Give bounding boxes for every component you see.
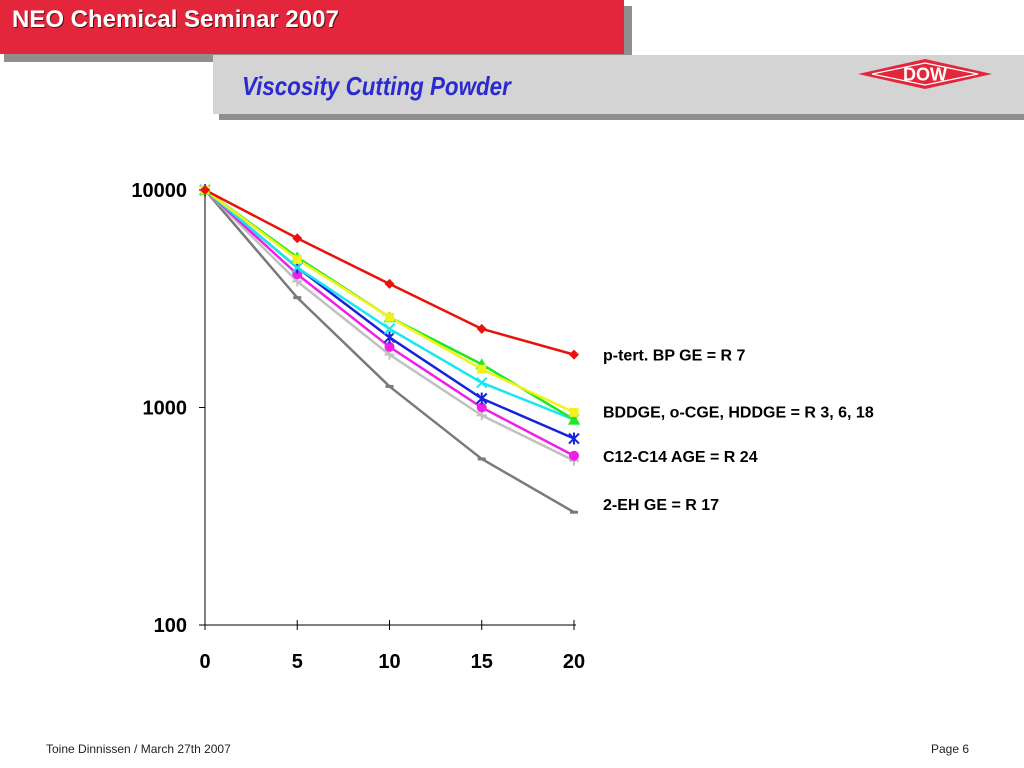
x-tick-label: 5 <box>292 651 303 673</box>
chart-axes: 100 1000 10000 0 5 10 15 20 <box>131 180 585 673</box>
data-point-triangle <box>568 413 580 425</box>
series-annotation: BDDGE, o-CGE, HDDGE = R 3, 6, 18 <box>603 404 874 421</box>
data-point-square <box>385 312 394 322</box>
data-point-square <box>477 364 487 374</box>
data-point-x <box>383 323 396 335</box>
dow-logo-text: DOW <box>903 65 947 85</box>
data-point-circle <box>292 269 303 280</box>
series-annotation: 2-EH GE = R 17 <box>603 497 719 514</box>
series-annotation: p-tert. BP GE = R 7 <box>603 348 746 365</box>
data-point-diamond <box>200 185 210 195</box>
x-tick-label: 10 <box>378 651 400 673</box>
y-tick-label: 1000 <box>143 398 188 420</box>
data-point-square <box>292 254 302 264</box>
dow-logo-inner-outline <box>871 62 979 86</box>
data-point-circle <box>476 402 487 413</box>
footer-page-number: Page 6 <box>931 742 970 756</box>
x-tick-label: 15 <box>471 651 493 673</box>
series-line <box>204 189 575 414</box>
y-tick-label: 100 <box>154 615 187 637</box>
data-point-x <box>476 377 488 389</box>
data-point-x <box>291 261 303 274</box>
data-point-star <box>476 392 488 405</box>
subtitle-bar <box>213 55 1024 114</box>
header-bar: NEO Chemical Seminar 2007 <box>0 0 624 54</box>
data-point-diamond <box>476 323 487 334</box>
data-point-star <box>383 331 396 344</box>
data-point-circle <box>384 341 395 352</box>
dow-logo: DOW <box>858 59 992 89</box>
chart-markers <box>199 184 580 514</box>
data-point-square <box>569 407 579 417</box>
seminar-title: NEO Chemical Seminar 2007 <box>12 6 339 33</box>
footer-author: Toine Dinnissen / March 27th 2007 <box>46 742 231 756</box>
x-tick-label: 0 <box>199 651 210 673</box>
data-point-star <box>568 432 580 445</box>
chart-annotations: p-tert. BP GE = R 7 BDDGE, o-CGE, HDDGE =… <box>603 348 874 514</box>
dow-logo-diamond <box>858 59 992 89</box>
data-point-diamond <box>569 349 579 360</box>
x-tick-label: 20 <box>563 651 585 673</box>
data-point-circle <box>569 450 579 461</box>
data-point-diamond <box>384 278 395 289</box>
y-tick-label: 10000 <box>131 180 187 202</box>
slide-title: Viscosity Cutting Powder <box>242 71 511 101</box>
data-point-diamond <box>292 233 303 244</box>
series-annotation: C12-C14 AGE = R 24 <box>603 449 758 466</box>
